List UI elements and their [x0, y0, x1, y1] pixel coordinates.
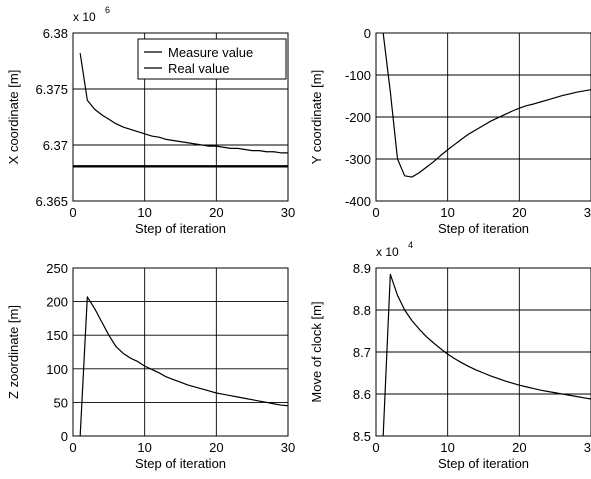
x-axis-label: Step of iteration — [135, 221, 226, 236]
x-tick-label: 0 — [372, 440, 379, 455]
y-tick-label: 0 — [61, 429, 68, 444]
y-tick-label: -400 — [345, 194, 371, 209]
y-tick-label: 6.375 — [35, 82, 68, 97]
y-tick-label: 8.5 — [353, 429, 371, 444]
y-tick-label: 8.9 — [353, 261, 371, 276]
y-axis-multiplier-exponent: 4 — [408, 240, 413, 250]
x-tick-label: 10 — [440, 440, 454, 455]
x-axis-label: Step of iteration — [438, 456, 529, 471]
y-tick-label: 100 — [46, 362, 68, 377]
y-tick-label: 6.38 — [43, 26, 68, 41]
x-tick-label: 30 — [281, 205, 295, 220]
series-line-measure-value — [79, 53, 288, 154]
x-tick-label: 10 — [137, 205, 151, 220]
x-tick-label: 0 — [69, 205, 76, 220]
axes-frame — [72, 267, 289, 437]
series-line-series-0 — [382, 273, 591, 437]
x-axis-label: Step of iteration — [438, 221, 529, 236]
chart-x-coordinate: 0 10 20 30 6.365 6.37 6.375 6.38 Step of iterati… — [6, 5, 295, 236]
x-tick-label: 20 — [512, 205, 526, 220]
y-tick-label: 8.6 — [353, 387, 371, 402]
y-tick-label: 50 — [54, 395, 68, 410]
axes-frame — [375, 32, 591, 202]
y-tick-label: 6.37 — [43, 138, 68, 153]
y-axis-label: Z zoordinate [m] — [6, 305, 21, 399]
y-axis-multiplier: x 10 — [376, 245, 399, 259]
x-tick-label: 0 — [69, 440, 76, 455]
x-axis-label: Step of iteration — [135, 456, 226, 471]
y-tick-label: 8.8 — [353, 303, 371, 318]
plot-area — [73, 268, 288, 436]
x-tick-label: 20 — [512, 440, 526, 455]
legend-entry: Measure value — [168, 45, 253, 60]
series-line-series-0 — [79, 296, 289, 437]
y-axis-label: Y coordinate [m] — [309, 70, 324, 164]
axes-frame — [375, 267, 591, 437]
legend-box — [137, 38, 287, 80]
x-tick-label: 30 — [281, 440, 295, 455]
series-line-series-0 — [382, 32, 591, 178]
y-axis-label: X coordinate [m] — [6, 70, 21, 165]
axes-frame — [72, 32, 289, 202]
chart-clock-move: 0 10 20 30 8.5 8.6 8.7 8.8 8.9 Step of iteration M… — [309, 240, 591, 471]
x-tick-label: 20 — [209, 440, 223, 455]
chart-y-coordinate: 0 10 20 30 -400 -300 -200 -100 0 Step of iteratio… — [309, 26, 591, 236]
y-axis-label: Move of clock [m] — [309, 301, 324, 402]
y-tick-label: 150 — [46, 328, 68, 343]
y-tick-label: 6.365 — [35, 194, 68, 209]
x-tick-label: 0 — [372, 205, 379, 220]
y-tick-label: 200 — [46, 295, 68, 310]
x-tick-label: 10 — [440, 205, 454, 220]
y-tick-label: 250 — [46, 261, 68, 276]
y-tick-label: 0 — [364, 26, 371, 41]
x-tick-label: 30 — [584, 440, 591, 455]
x-tick-label: 10 — [137, 440, 151, 455]
x-tick-label: 30 — [584, 205, 591, 220]
y-axis-multiplier-exponent: 6 — [105, 5, 110, 15]
y-tick-label: 8.7 — [353, 345, 371, 360]
y-tick-label: -200 — [345, 110, 371, 125]
legend-entry: Real value — [168, 61, 229, 76]
x-tick-label: 20 — [209, 205, 223, 220]
chart-z-coordinate: 0 10 20 30 0 50 100 150 200 250 Step of iteration Z… — [6, 261, 295, 471]
y-tick-label: -300 — [345, 152, 371, 167]
y-tick-label: -100 — [345, 68, 371, 83]
y-axis-multiplier: x 10 — [73, 10, 96, 24]
